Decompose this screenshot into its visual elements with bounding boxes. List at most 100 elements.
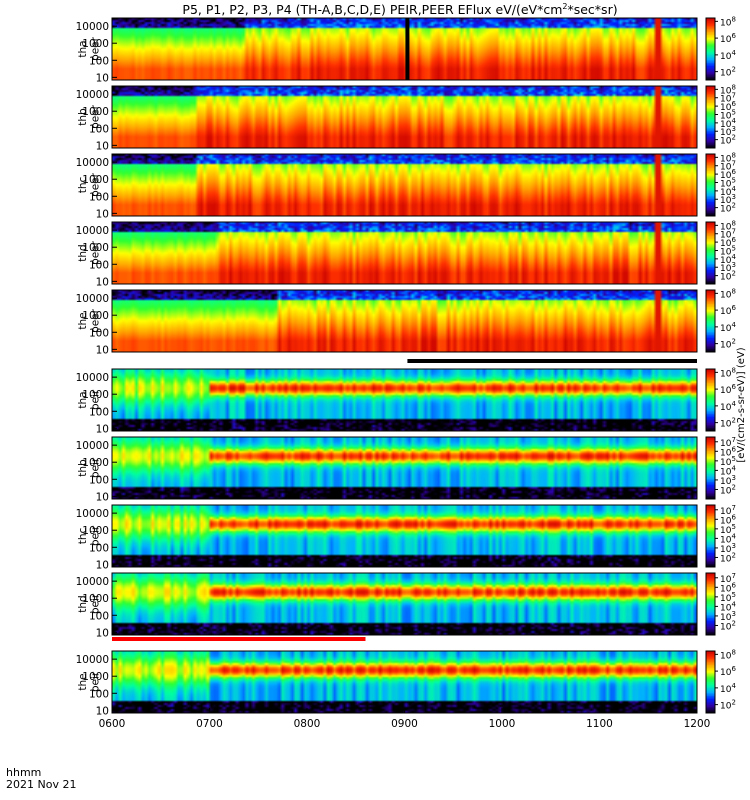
colorbar-cell <box>706 96 715 99</box>
colorbar-cell <box>706 375 715 378</box>
y-tick-label: 10000 <box>76 654 109 666</box>
colorbar-tick-label: 103 <box>720 542 736 555</box>
colorbar-cell <box>706 444 715 447</box>
colorbar-tick-label: 108 <box>720 366 736 379</box>
colorbar-cell <box>706 658 715 661</box>
colorbar-cell <box>706 121 715 124</box>
colorbar-cell <box>706 101 715 104</box>
colorbar-cell <box>706 489 715 492</box>
colorbar-cell <box>706 345 715 348</box>
colorbar-cell <box>706 661 715 664</box>
colorbar-cell <box>706 25 715 28</box>
colorbar-cell <box>706 685 715 688</box>
colorbar-cell <box>706 591 715 594</box>
colorbar-cell <box>706 280 715 283</box>
colorbar-cell <box>706 120 715 123</box>
colorbar-cell <box>706 452 715 455</box>
colorbar-cell <box>706 75 715 78</box>
colorbar-cell <box>706 386 715 389</box>
colorbar-cell <box>706 381 715 384</box>
colorbar-cell <box>706 28 715 31</box>
colorbar-tick-label: 107 <box>720 572 736 585</box>
colorbar-units-label: [eV/(cm2-s-sr-eV)] (eV) <box>736 347 747 462</box>
colorbar-tick-label: 107 <box>720 92 736 105</box>
spectrogram-heatmap <box>112 505 697 567</box>
colorbar-cell <box>706 481 715 484</box>
colorbar-frame <box>705 289 716 353</box>
colorbar-tick-label: 106 <box>720 513 736 526</box>
panel-label: thepeir <box>77 671 102 692</box>
colorbar-cell <box>706 396 715 399</box>
colorbar-cell <box>706 297 715 300</box>
colorbar-cell <box>706 135 715 138</box>
colorbar-cell <box>706 293 715 296</box>
colorbar-cell <box>706 291 715 294</box>
colorbar-cell <box>706 154 715 157</box>
colorbar-cell <box>706 421 715 424</box>
x-tick-label: 0700 <box>196 718 223 730</box>
colorbar-tick-label: 105 <box>720 176 736 189</box>
colorbar-cell <box>706 78 715 81</box>
colorbar-cell <box>706 488 715 491</box>
colorbar-cell <box>706 460 715 463</box>
colorbar-cell <box>706 512 715 515</box>
colorbar-tick-label: 108 <box>720 287 736 300</box>
colorbar-cell <box>706 231 715 234</box>
colorbar-cell <box>706 41 715 44</box>
y-tick-label: 100 <box>89 55 109 67</box>
panel-label: thdpeir <box>77 593 102 614</box>
colorbar-cell <box>706 464 715 467</box>
colorbar-cell <box>706 652 715 655</box>
colorbar-tick-label: 106 <box>720 236 736 249</box>
colorbar-cell <box>706 92 715 95</box>
colorbar-cell <box>706 259 715 262</box>
colorbar-cell <box>706 404 715 407</box>
colorbar-cell <box>706 86 715 89</box>
colorbar-cell <box>706 412 715 415</box>
colorbar-cell <box>706 203 715 206</box>
colorbar-cell <box>706 251 715 254</box>
colorbar-cell <box>706 99 715 102</box>
colorbar-cell <box>706 307 715 310</box>
colorbar-cell <box>706 378 715 381</box>
colorbar-cell <box>706 546 715 549</box>
colorbar-tick-label: 104 <box>720 464 736 477</box>
colorbar-cell <box>706 234 715 237</box>
colorbar-cell <box>706 454 715 457</box>
colorbar-cell <box>706 622 715 625</box>
spectrogram-heatmap <box>112 154 697 216</box>
colorbar-cell <box>706 324 715 327</box>
x-tick-label: 0900 <box>391 718 418 730</box>
colorbar-cell <box>706 514 715 517</box>
colorbar-cell <box>706 302 715 305</box>
y-tick-label: 10 <box>96 140 109 152</box>
y-tick-label: 10000 <box>76 89 109 101</box>
colorbar-cell <box>706 314 715 317</box>
colorbar-cell <box>706 144 715 147</box>
spectrogram-heatmap <box>112 290 697 352</box>
colorbar-cell <box>706 248 715 251</box>
colorbar-cell <box>706 282 715 285</box>
colorbar-frame <box>705 17 716 81</box>
colorbar-cell <box>706 277 715 280</box>
colorbar-cell <box>706 195 715 198</box>
colorbar-cell <box>706 279 715 282</box>
mode-bar <box>112 359 697 363</box>
colorbar-cell <box>706 611 715 614</box>
colorbar-cell <box>706 300 715 303</box>
colorbar-cell <box>706 703 715 706</box>
panel-label: thbpeir <box>77 457 102 478</box>
y-tick-label: 100 <box>89 474 109 486</box>
colorbar-cell <box>706 70 715 73</box>
colorbar-cell <box>706 175 715 178</box>
colorbar-cell <box>706 508 715 511</box>
colorbar-cell <box>706 322 715 325</box>
colorbar-cell <box>706 249 715 252</box>
colorbar-cell <box>706 22 715 25</box>
colorbar-cell <box>706 709 715 712</box>
y-tick-label: 1000 <box>82 593 109 605</box>
colorbar-cell <box>706 47 715 50</box>
colorbar-cell <box>706 191 715 194</box>
colorbar-cell <box>706 563 715 566</box>
colorbar-cell <box>706 242 715 245</box>
